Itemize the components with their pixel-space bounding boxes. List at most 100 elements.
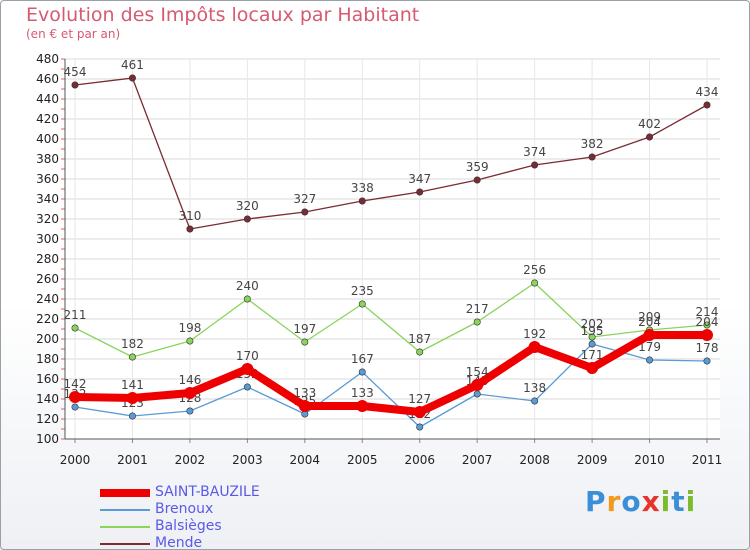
data-point-saint-bauzile xyxy=(298,400,311,412)
data-point-balsi-ges xyxy=(416,348,424,356)
data-label-saint-bauzile: 154 xyxy=(466,365,489,379)
data-label-brenoux: 178 xyxy=(696,341,719,355)
series-line-brenoux xyxy=(74,343,708,428)
y-tick-label: 300 xyxy=(36,232,59,246)
logo-letter: i xyxy=(660,485,672,518)
x-tick-label: 2011 xyxy=(692,453,723,467)
y-tick-label: 200 xyxy=(36,332,59,346)
data-point-mende xyxy=(416,188,424,196)
data-point-saint-bauzile xyxy=(413,406,426,418)
data-label-balsi-ges: 182 xyxy=(121,337,144,351)
y-tick-label: 120 xyxy=(36,412,59,426)
data-label-balsi-ges: 197 xyxy=(293,322,316,336)
data-point-mende xyxy=(243,215,251,223)
x-tick-label: 2000 xyxy=(60,453,91,467)
data-point-brenoux xyxy=(358,368,366,376)
data-label-mende: 359 xyxy=(466,160,489,174)
x-tick-label: 2005 xyxy=(347,453,378,467)
logo-letter: i xyxy=(685,485,697,518)
series-line-mende xyxy=(74,77,708,230)
data-label-mende: 454 xyxy=(64,65,87,79)
proxiti-logo: Proxiti xyxy=(585,485,696,518)
y-tick-label: 260 xyxy=(36,272,59,286)
data-label-brenoux: 179 xyxy=(638,340,661,354)
data-label-balsi-ges: 240 xyxy=(236,279,259,293)
data-label-mende: 338 xyxy=(351,181,374,195)
data-label-saint-bauzile: 127 xyxy=(408,392,431,406)
data-point-mende xyxy=(186,225,194,233)
data-point-balsi-ges xyxy=(358,300,366,308)
data-point-brenoux xyxy=(703,357,711,365)
data-label-brenoux: 138 xyxy=(523,381,546,395)
x-tick-label: 2010 xyxy=(634,453,665,467)
data-label-mende: 402 xyxy=(638,117,661,131)
legend-label: Brenoux xyxy=(155,501,214,517)
data-label-mende: 434 xyxy=(696,85,719,99)
data-label-saint-bauzile: 170 xyxy=(236,349,259,363)
data-point-balsi-ges xyxy=(588,333,596,341)
data-label-saint-bauzile: 133 xyxy=(293,386,316,400)
series-line-saint-bauzile xyxy=(71,331,711,416)
data-point-brenoux xyxy=(243,383,251,391)
x-tick-label: 2009 xyxy=(577,453,608,467)
data-label-saint-bauzile: 133 xyxy=(351,386,374,400)
data-label-mende: 347 xyxy=(408,172,431,186)
data-point-balsi-ges xyxy=(301,338,309,346)
y-tick-label: 240 xyxy=(36,292,59,306)
data-point-balsi-ges xyxy=(243,295,251,303)
logo-letter: x xyxy=(641,485,661,518)
data-label-balsi-ges: 256 xyxy=(523,263,546,277)
logo-letter: r xyxy=(606,485,622,518)
data-label-balsi-ges: 217 xyxy=(466,302,489,316)
legend-label: SAINT-BAUZILE xyxy=(155,484,260,500)
data-point-saint-bauzile xyxy=(241,363,254,375)
y-tick-label: 340 xyxy=(36,192,59,206)
y-tick-label: 140 xyxy=(36,392,59,406)
data-label-balsi-ges: 211 xyxy=(64,308,87,322)
data-label-balsi-ges: 198 xyxy=(178,321,201,335)
data-label-mende: 320 xyxy=(236,199,259,213)
data-label-balsi-ges: 214 xyxy=(696,305,719,319)
y-tick-label: 280 xyxy=(36,252,59,266)
data-label-mende: 461 xyxy=(121,58,144,72)
x-tick-label: 2007 xyxy=(462,453,493,467)
y-tick-label: 180 xyxy=(36,352,59,366)
x-tick-label: 2004 xyxy=(290,453,321,467)
y-tick-label: 320 xyxy=(36,212,59,226)
data-point-balsi-ges xyxy=(128,353,136,361)
data-point-balsi-ges xyxy=(186,337,194,345)
y-tick-label: 400 xyxy=(36,132,59,146)
data-point-mende xyxy=(301,208,309,216)
data-label-saint-bauzile: 171 xyxy=(581,348,604,362)
data-point-brenoux xyxy=(128,412,136,420)
x-tick-label: 2001 xyxy=(117,453,148,467)
data-point-brenoux xyxy=(186,407,194,415)
data-point-mende xyxy=(646,133,654,141)
data-point-brenoux xyxy=(416,423,424,431)
data-point-brenoux xyxy=(588,340,596,348)
y-tick-label: 100 xyxy=(36,432,59,446)
data-label-saint-bauzile: 204 xyxy=(638,315,661,329)
series-line-balsi-ges xyxy=(74,282,708,358)
data-point-saint-bauzile xyxy=(69,391,81,403)
y-tick-label: 160 xyxy=(36,372,59,386)
data-point-balsi-ges xyxy=(473,318,481,326)
data-label-balsi-ges: 209 xyxy=(638,310,661,324)
data-label-balsi-ges: 235 xyxy=(351,284,374,298)
y-tick-label: 460 xyxy=(36,72,59,86)
data-label-saint-bauzile: 142 xyxy=(64,377,87,391)
chart-subtitle: (en € et par an) xyxy=(26,27,121,41)
legend-swatch xyxy=(100,509,150,511)
data-point-mende xyxy=(588,153,596,161)
data-label-balsi-ges: 202 xyxy=(581,317,604,331)
data-point-brenoux xyxy=(646,356,654,364)
data-label-brenoux: 195 xyxy=(581,324,604,338)
data-point-mende xyxy=(473,176,481,184)
logo-letter: P xyxy=(585,485,607,518)
data-point-mende xyxy=(128,74,136,82)
data-point-saint-bauzile xyxy=(356,400,369,412)
legend-swatch xyxy=(100,489,150,497)
data-point-saint-bauzile xyxy=(701,329,713,341)
y-tick-label: 440 xyxy=(36,92,59,106)
